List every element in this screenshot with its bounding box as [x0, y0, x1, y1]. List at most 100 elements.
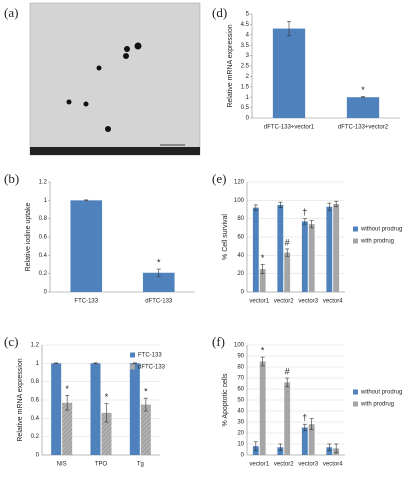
y-tick-label: 20 [237, 431, 244, 437]
bar [70, 200, 103, 292]
panel-label: (a) [4, 5, 18, 20]
y-tick-label: 1.2 [31, 343, 40, 349]
y-tick-label: 0 [44, 290, 48, 296]
bar [301, 221, 308, 292]
y-tick-label: 0 [241, 453, 245, 459]
bar [62, 402, 73, 455]
legend-label: with prodrug [360, 402, 394, 408]
y-tick-label: 1.5 [241, 84, 250, 90]
bar [277, 204, 284, 292]
significance-marker: * [361, 85, 365, 95]
error-bar [334, 200, 339, 208]
y-axis-title: % Cell survival [222, 214, 229, 260]
x-tick-label: vector4 [323, 299, 343, 305]
significance-marker: * [261, 345, 265, 355]
error-bar [285, 248, 290, 257]
y-tick-label: 5 [246, 12, 250, 18]
error-bar [334, 443, 339, 454]
error-bar [260, 264, 265, 274]
y-tick-label: 1 [246, 95, 250, 101]
y-tick-label: 20 [237, 271, 244, 277]
x-tick-label: TPO [95, 462, 108, 468]
significance-marker: † [302, 413, 307, 423]
legend-swatch [353, 238, 358, 244]
x-tick-label: FTC-133 [74, 299, 98, 305]
significance-marker: * [157, 257, 161, 267]
y-tick-label: 100 [234, 343, 245, 349]
x-tick-label: vector2 [274, 299, 294, 305]
error-bar [327, 443, 332, 451]
panel-label: (c) [4, 334, 18, 349]
error-bar [287, 20, 291, 37]
y-tick-label: 60 [237, 235, 244, 241]
bar [259, 361, 266, 455]
error-bar [143, 397, 148, 412]
significance-marker: * [261, 253, 265, 263]
bar [140, 404, 151, 455]
bar [284, 252, 291, 292]
error-bar [260, 356, 265, 367]
y-axis-title: Relative mRNA expression [227, 24, 234, 107]
legend-swatch [353, 226, 358, 232]
y-tick-label: 2 [246, 74, 250, 80]
bar [142, 272, 175, 292]
y-tick-label: 3.5 [241, 43, 250, 49]
y-axis-title: % Apoptotic cells [222, 373, 229, 426]
x-tick-label: dFTC-133 [145, 299, 173, 305]
y-tick-label: 0.5 [241, 105, 250, 111]
bar [301, 427, 308, 455]
y-tick-label: 0.8 [31, 379, 40, 385]
y-tick-label: 0 [241, 290, 245, 296]
bar [346, 97, 380, 118]
x-tick-label: vector3 [298, 299, 318, 305]
error-bar [132, 362, 137, 365]
error-bar [327, 202, 332, 211]
y-tick-label: 0.6 [31, 398, 40, 404]
y-tick-label: 0.4 [31, 416, 40, 422]
bar [333, 204, 340, 292]
y-axis-title: Relative mRNA expression [17, 358, 24, 441]
y-axis-title: Relative iodine uptake [25, 202, 32, 271]
x-tick-label: dFTC-133+vector1 [264, 125, 315, 131]
x-tick-label: NIS [57, 462, 67, 468]
y-tick-label: 1 [36, 361, 40, 367]
error-bar [156, 268, 161, 277]
bar [308, 224, 315, 292]
significance-marker: † [302, 207, 307, 217]
significance-marker: * [65, 384, 69, 394]
legend-swatch [353, 401, 358, 407]
error-bar [54, 362, 59, 365]
bar [326, 206, 333, 292]
bar [90, 363, 101, 455]
bar [129, 363, 140, 455]
y-tick-label: 2.5 [241, 64, 250, 70]
error-bar [309, 418, 314, 431]
bar [308, 424, 315, 455]
bar [51, 363, 62, 455]
y-tick-label: 30 [237, 420, 244, 426]
bar [252, 207, 259, 292]
y-tick-label: 0.2 [31, 434, 40, 440]
panel-label: (e) [212, 171, 226, 186]
significance-marker: # [285, 366, 290, 376]
x-tick-label: vector1 [249, 462, 269, 468]
significance-marker: * [144, 387, 148, 397]
error-bar [253, 204, 258, 211]
y-tick-label: 90 [237, 354, 244, 360]
y-tick-label: 1.2 [39, 180, 48, 186]
bar [277, 447, 284, 455]
y-tick-label: 4 [246, 32, 250, 38]
x-tick-label: Tg [137, 462, 144, 468]
y-tick-label: 40 [237, 253, 244, 259]
y-tick-label: 3 [246, 53, 250, 59]
legend-label: FTC-133 [138, 353, 162, 359]
y-tick-label: 120 [234, 180, 245, 186]
bar [259, 269, 266, 292]
y-tick-label: 0 [36, 453, 40, 459]
legend-label: dFTC-133 [138, 365, 166, 371]
y-tick-label: 0 [246, 116, 250, 122]
legend-label: without prodrug [360, 390, 402, 396]
y-tick-label: 1 [44, 198, 48, 204]
error-bar [84, 199, 89, 202]
legend-swatch [353, 389, 358, 395]
